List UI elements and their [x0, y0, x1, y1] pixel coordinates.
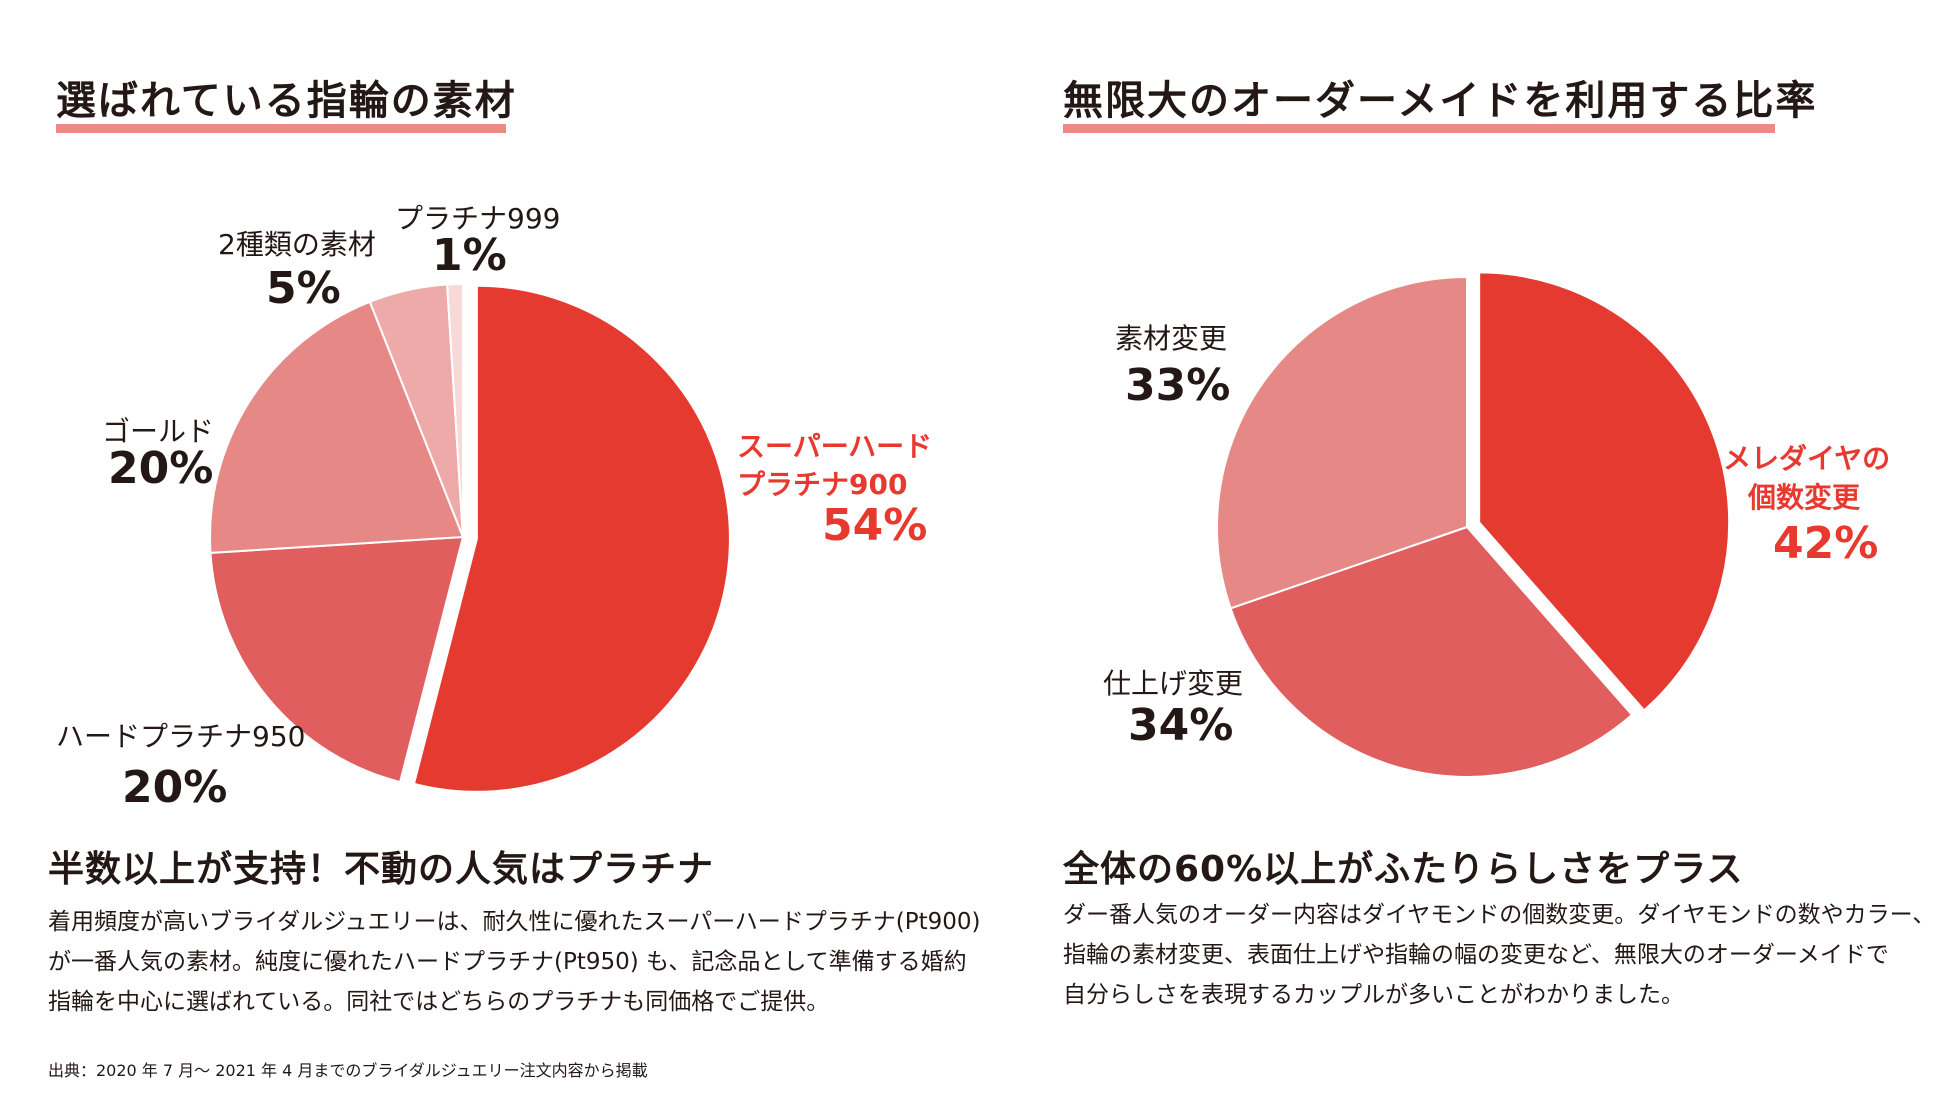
right-body-line: 指輪の素材変更、表面仕上げや指輪の幅の変更など、無限大のオーダーメイドで — [1063, 942, 1889, 968]
left-body-line: が一番人気の素材。純度に優れたハードプラチナ(Pt950) も、記念品として準備… — [48, 949, 967, 975]
label-pt999-pct: 1% — [432, 230, 507, 281]
right-body-line: ダー番人気のオーダー内容はダイヤモンドの個数変更。ダイヤモンドの数やカラー、 — [1063, 902, 1936, 928]
right-title-underline — [1063, 124, 1775, 133]
left-body-line: 指輪を中心に選ばれている。同社ではどちらのプラチナも同価格でご提供。 — [48, 989, 830, 1015]
label-melee-name-2: 個数変更 — [1748, 481, 1861, 514]
left-body-text: 着用頻度が高いブライダルジュエリーは、耐久性に優れたスーパーハードプラチナ(Pt… — [48, 902, 981, 1022]
left-chart-title: 選ばれている指輪の素材 — [56, 78, 517, 124]
left-body-line: 着用頻度が高いブライダルジュエリーは、耐久性に優れたスーパーハードプラチナ(Pt… — [48, 909, 981, 935]
material-slice-5 — [446, 282, 464, 538]
label-super-hard-name-2: プラチナ900 — [737, 468, 908, 501]
right-heading: 全体の60%以上がふたりらしさをプラス — [1063, 849, 1744, 890]
label-finish-pct: 34% — [1128, 700, 1234, 751]
left-title-underline — [56, 124, 506, 133]
label-finish-name: 仕上げ変更 — [1103, 667, 1244, 700]
material-slice-1 — [412, 284, 731, 793]
label-gold-pct: 20% — [108, 443, 214, 494]
right-body-line: 自分らしさを表現するカップルが多いことがわかりました。 — [1063, 982, 1684, 1008]
material-slice-2 — [209, 535, 465, 784]
custom-slice-3 — [1216, 275, 1468, 610]
order-custom-pie — [1216, 271, 1731, 778]
label-material-name: 素材変更 — [1115, 322, 1228, 355]
materials-pie — [209, 282, 731, 793]
label-pt999-name: プラチナ999 — [395, 202, 561, 235]
label-hard-950-pct: 20% — [122, 762, 228, 813]
source-note: 出典：2020 年 7 月〜 2021 年 4 月までのブライダルジュエリー注文… — [48, 1061, 648, 1080]
right-body-text: ダー番人気のオーダー内容はダイヤモンドの個数変更。ダイヤモンドの数やカラー、 指… — [1063, 895, 1935, 1015]
custom-slice-1 — [1478, 271, 1731, 712]
material-slice-3 — [209, 300, 465, 554]
label-super-hard-name-1: スーパーハード — [737, 430, 933, 463]
right-chart-title: 無限大のオーダーメイドを利用する比率 — [1063, 78, 1818, 124]
label-gold-name: ゴールド — [102, 415, 215, 448]
custom-slice-2 — [1229, 525, 1634, 778]
label-melee-name-1: メレダイヤの — [1723, 442, 1891, 475]
label-super-hard-pct: 54% — [822, 500, 928, 551]
left-heading: 半数以上が支持！不動の人気はプラチナ — [48, 849, 715, 890]
label-two-types-name: 2種類の素材 — [218, 228, 376, 261]
label-material-pct: 33% — [1125, 360, 1231, 411]
label-melee-pct: 42% — [1773, 518, 1879, 569]
label-hard-950-name: ハードプラチナ950 — [56, 720, 306, 753]
label-two-types-pct: 5% — [266, 263, 341, 314]
